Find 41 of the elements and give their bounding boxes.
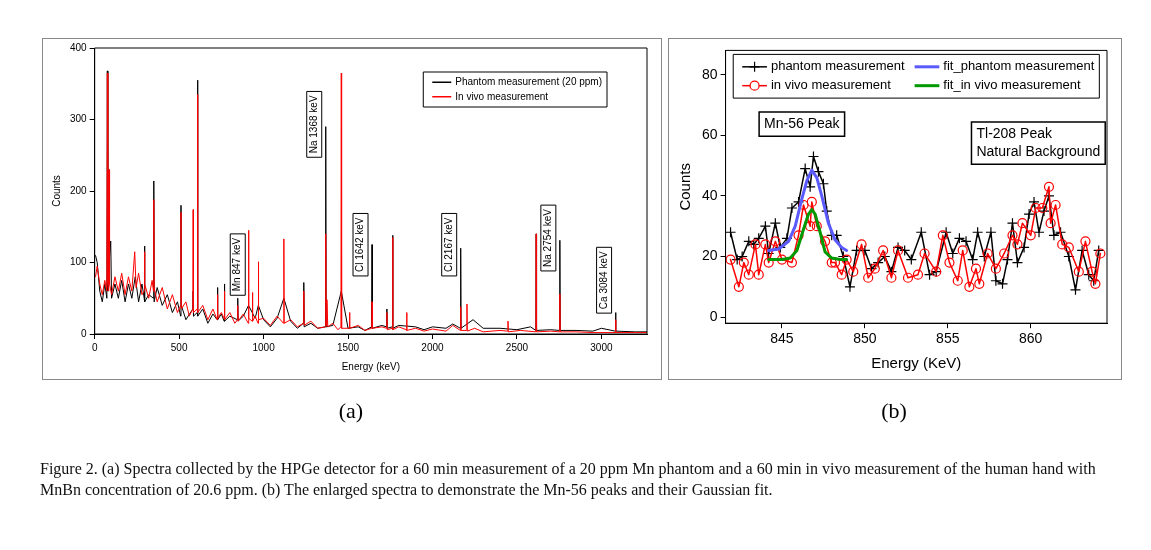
legend-label: fit_phantom measurement: [943, 58, 1095, 74]
y-tick-label: 300: [70, 113, 88, 125]
y-tick-label: 400: [70, 41, 88, 53]
y-tick-label: 40: [701, 186, 718, 203]
legend-label: Phantom measurement (20 ppm): [455, 76, 602, 87]
x-tick-label: 500: [170, 341, 188, 353]
x-tick-label: 2500: [505, 341, 529, 353]
x-tick-label: 850: [853, 330, 877, 347]
x-axis-title: Energy (keV): [341, 360, 401, 372]
y-tick-label: 100: [70, 256, 88, 268]
annotation: Tl-208 Peak Natural Background: [976, 124, 1101, 160]
x-tick-label: 845: [770, 330, 794, 347]
x-tick-label: 0: [91, 341, 98, 353]
legend-label: fit_in vivo measurement: [943, 77, 1081, 93]
y-axis-title: Counts: [676, 163, 694, 211]
x-tick-label: 3000: [590, 341, 613, 353]
legend-label: in vivo measurement: [770, 77, 892, 93]
x-tick-label: 2000: [421, 341, 445, 353]
x-tick-label: 855: [936, 330, 960, 347]
y-tick-label: 60: [701, 126, 718, 143]
annotation: Mn 847 keV: [231, 237, 243, 292]
x-tick-label: 1500: [336, 341, 360, 353]
legend-label: phantom measurement: [770, 58, 905, 74]
x-tick-label: 860: [1019, 330, 1043, 347]
annotation: Na 2754 keV: [542, 208, 554, 267]
annotation: Mn-56 Peak: [764, 114, 841, 131]
x-axis-title: Energy (KeV): [871, 354, 962, 372]
y-tick-label: 20: [701, 247, 718, 264]
annotation: Ca 3084 keV: [597, 250, 609, 310]
y-tick-label: 0: [709, 308, 718, 324]
annotation: Cl 1642 keV: [354, 217, 366, 272]
x-tick-label: 1000: [252, 341, 276, 353]
text: (b): [880, 398, 908, 424]
caption: Figure 2. (a) Spectra collected by the HPGe detector for a 60 min measurement of a 20 ppm Mn phantom and a 60 min in vivo measurement of the human hand with MnBn concentration of 20.6 ppm. (b) The enlarged spectra to demonstrate the Mn-56 peaks and their Gaussian fit.: [40, 459, 1097, 500]
text: (a): [337, 398, 365, 424]
annotation: Cl 2167 keV: [442, 217, 454, 272]
legend-label: In vivo measurement: [455, 90, 549, 102]
y-tick-label: 200: [70, 184, 88, 196]
annotation: Na 1368 keV: [307, 95, 319, 154]
y-tick-label: 80: [701, 65, 718, 82]
y-axis-title: Counts: [50, 175, 62, 207]
